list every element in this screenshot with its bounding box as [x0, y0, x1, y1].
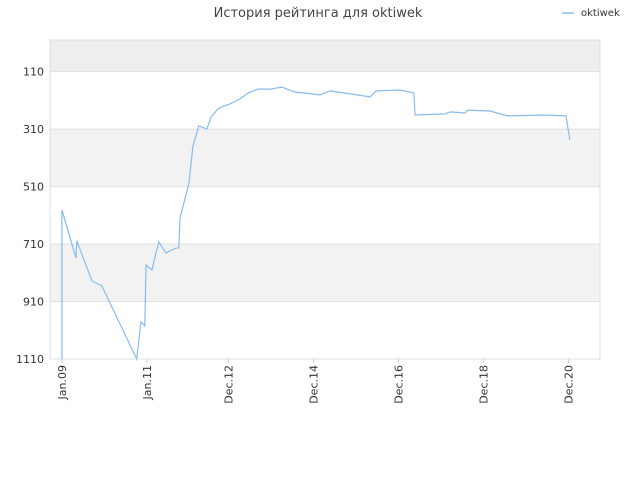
band: [50, 244, 600, 302]
x-tick-label: Dec.12: [223, 365, 236, 404]
x-tick-label: Jan.11: [141, 365, 154, 400]
x-tick-label: Jan.09: [56, 365, 69, 400]
y-tick-label: 310: [23, 123, 44, 136]
band: [50, 301, 600, 359]
y-tick-label: 910: [23, 296, 44, 309]
band: [50, 40, 600, 72]
band: [50, 71, 600, 130]
band: [50, 129, 600, 187]
y-tick-label: 710: [23, 238, 44, 251]
y-tick-label: 510: [23, 181, 44, 194]
x-tick-label: Dec.16: [393, 365, 406, 404]
chart-title: История рейтинга для oktiwek: [214, 6, 423, 21]
x-tick-label: Dec.14: [308, 365, 321, 404]
y-tick-label: 110: [23, 66, 44, 79]
series-line: [61, 86, 571, 362]
x-tick-label: Dec.18: [478, 365, 491, 404]
x-tick-label: Dec.20: [563, 365, 576, 404]
legend-label: oktiwek: [581, 8, 620, 19]
y-tick-label: 1110: [16, 353, 44, 366]
band: [50, 186, 600, 245]
